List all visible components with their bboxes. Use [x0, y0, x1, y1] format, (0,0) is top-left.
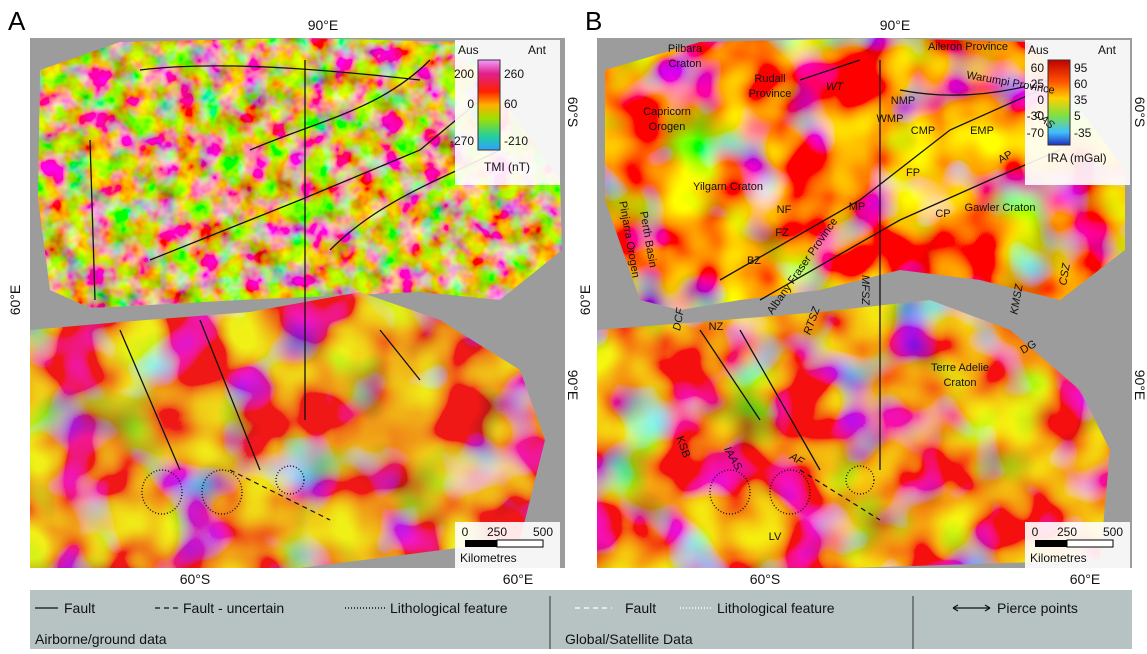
feature-label: EMP: [970, 125, 994, 137]
feature-label: CMP: [911, 125, 935, 137]
figure: A 90°E 60°E 60°S 90°E 60°S 60°E Aus Ant …: [0, 0, 1147, 649]
scale-bar: [1067, 540, 1113, 547]
feature-label: NMP: [891, 95, 915, 107]
axis-label: 90°E: [308, 17, 339, 33]
axis-label: 90°E: [880, 17, 911, 33]
feature-label: BZ: [747, 255, 761, 267]
legend-label: Lithological feature: [390, 600, 508, 616]
axis-label: 60°E: [577, 285, 593, 316]
feature-label: Province: [749, 88, 792, 100]
scale-tick: 0: [1032, 525, 1039, 539]
legend-label: Lithological feature: [717, 600, 835, 616]
feature-label: WMP: [877, 113, 904, 125]
colorbar: [1048, 60, 1070, 145]
colorbar-tick: -270: [450, 134, 474, 148]
feature-label: Craton: [668, 58, 701, 70]
feature-label: Yilgarn Craton: [693, 181, 763, 193]
legend-group-title: Global/Satellite Data: [565, 631, 693, 647]
colorbar-tick: 35: [1074, 93, 1088, 107]
axis-label: 60°E: [503, 571, 534, 587]
colorbar-tick: 95: [1074, 61, 1088, 75]
colorbar-title: IRA (mGal): [1047, 151, 1106, 165]
scale-unit: Kilometres: [1030, 551, 1087, 565]
feature-label: Orogen: [649, 121, 686, 133]
colorbar-label: Aus: [1028, 43, 1049, 57]
colorbar-tick: 0: [1037, 93, 1044, 107]
scale-bar: [465, 540, 497, 547]
scale-tick: 250: [1057, 525, 1077, 539]
feature-label: FZ: [775, 227, 789, 239]
axis-label: 60°S: [565, 97, 581, 128]
map-panel-a: [30, 38, 565, 568]
panel-letter: B: [585, 6, 602, 36]
colorbar-tick: -35: [1074, 126, 1092, 140]
axis-label: 60°S: [1132, 97, 1147, 128]
axis-label: 90°E: [565, 370, 581, 401]
legend-label: Fault - uncertain: [183, 600, 284, 616]
colorbar-label: Aus: [458, 43, 479, 57]
scale-tick: 500: [533, 525, 553, 539]
legend-label: Fault: [64, 600, 95, 616]
feature-label: Rudall: [754, 73, 785, 85]
scale-bar: [1035, 540, 1067, 547]
feature-label: Capricorn: [643, 106, 691, 118]
feature-label: Craton: [943, 377, 976, 389]
axis-label: 60°E: [1070, 571, 1101, 587]
colorbar-tick: 60: [1074, 77, 1088, 91]
legend-group-title: Airborne/ground data: [35, 631, 167, 647]
scale-unit: Kilometres: [460, 551, 517, 565]
colorbar-tick: -210: [504, 134, 528, 148]
feature-label: LV: [769, 531, 782, 543]
feature-label: FP: [906, 167, 920, 179]
legend: Fault Fault - uncertain Lithological fea…: [30, 590, 1132, 649]
axis-label: 60°S: [180, 571, 211, 587]
feature-label: CP: [935, 208, 950, 220]
scale-tick: 250: [487, 525, 507, 539]
axis-label: 60°E: [7, 285, 23, 316]
feature-label: Gawler Craton: [965, 202, 1036, 214]
legend-label: Pierce points: [997, 600, 1078, 616]
axis-label: 90°E: [1132, 370, 1147, 401]
legend-label: Fault: [625, 600, 656, 616]
colorbar-title: TMI (nT): [484, 160, 530, 174]
colorbar-tick: 60: [1031, 61, 1045, 75]
colorbar: [478, 60, 500, 150]
feature-label: Pilbara: [668, 43, 703, 55]
colorbar-label: Ant: [1098, 43, 1117, 57]
page: {"panels":[ {"letter":"A","top":"90°E","…: [0, 0, 1147, 649]
feature-label: WT: [826, 81, 844, 93]
feature-label: MP: [849, 201, 866, 213]
panel-letter: A: [8, 6, 26, 36]
colorbar-tick: 260: [504, 67, 524, 81]
feature-label: Terre Adelie: [931, 362, 989, 374]
colorbar-tick: 5: [1074, 109, 1081, 123]
colorbar-tick: -70: [1027, 126, 1045, 140]
feature-label: MFSZ: [859, 275, 871, 306]
feature-label: Aileron Province: [928, 41, 1008, 53]
scale-tick: 500: [1103, 525, 1123, 539]
feature-label: NF: [777, 204, 792, 216]
colorbar-tick: 60: [504, 97, 518, 111]
colorbar-tick: 0: [467, 97, 474, 111]
colorbar-label: Ant: [528, 43, 547, 57]
feature-label: NZ: [709, 321, 724, 333]
scale-tick: 0: [462, 525, 469, 539]
scale-bar: [497, 540, 543, 547]
colorbar-tick: 200: [454, 67, 474, 81]
axis-label: 60°S: [750, 571, 781, 587]
